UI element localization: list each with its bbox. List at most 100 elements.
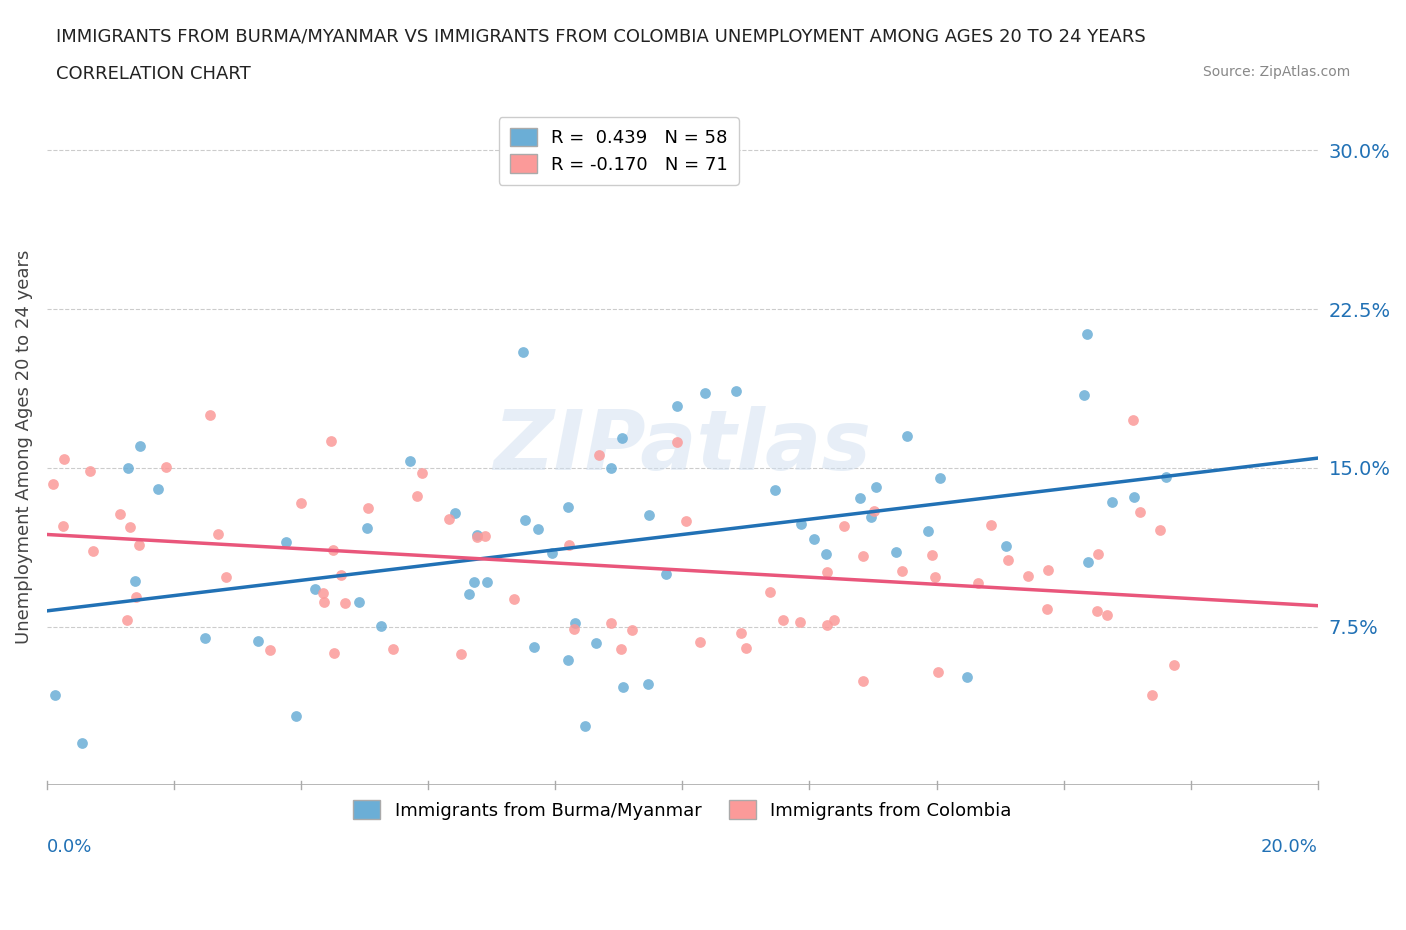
Point xyxy=(980,518,1002,533)
Point xyxy=(1036,602,1059,617)
Point xyxy=(558,538,581,552)
Point xyxy=(503,591,526,606)
Point xyxy=(290,496,312,511)
Text: CORRELATION CHART: CORRELATION CHART xyxy=(56,65,252,83)
Point xyxy=(588,448,610,463)
Point xyxy=(763,482,786,497)
Point xyxy=(120,520,142,535)
Point xyxy=(610,431,633,445)
Point xyxy=(852,673,875,688)
Point xyxy=(284,709,307,724)
Point xyxy=(689,634,711,649)
Point xyxy=(1038,563,1060,578)
Point xyxy=(865,479,887,494)
Point xyxy=(666,398,689,413)
Point xyxy=(730,626,752,641)
Point xyxy=(148,482,170,497)
Point xyxy=(437,512,460,526)
Point xyxy=(921,548,943,563)
Point xyxy=(79,463,101,478)
Point xyxy=(1129,504,1152,519)
Point xyxy=(997,552,1019,567)
Point xyxy=(600,460,623,475)
Point xyxy=(637,677,659,692)
Point xyxy=(125,590,148,604)
Point xyxy=(693,385,716,400)
Point xyxy=(347,594,370,609)
Text: IMMIGRANTS FROM BURMA/MYANMAR VS IMMIGRANTS FROM COLOMBIA UNEMPLOYMENT AMONG AGE: IMMIGRANTS FROM BURMA/MYANMAR VS IMMIGRA… xyxy=(56,28,1146,46)
Point xyxy=(333,595,356,610)
Point xyxy=(574,719,596,734)
Point xyxy=(474,528,496,543)
Point xyxy=(129,438,152,453)
Point xyxy=(312,585,335,600)
Point xyxy=(832,519,855,534)
Point xyxy=(557,500,579,515)
Point xyxy=(443,506,465,521)
Point xyxy=(52,452,75,467)
Point xyxy=(896,429,918,444)
Point xyxy=(621,623,644,638)
Point xyxy=(612,680,634,695)
Point xyxy=(1122,413,1144,428)
Point xyxy=(399,454,422,469)
Point xyxy=(52,519,75,534)
Point xyxy=(790,516,813,531)
Point xyxy=(1123,489,1146,504)
Point xyxy=(124,573,146,588)
Point xyxy=(276,535,298,550)
Point xyxy=(512,344,534,359)
Point xyxy=(128,538,150,552)
Point xyxy=(823,613,845,628)
Point xyxy=(956,670,979,684)
Point xyxy=(927,664,949,679)
Point xyxy=(207,526,229,541)
Point xyxy=(411,465,433,480)
Point xyxy=(1076,326,1098,341)
Point xyxy=(198,407,221,422)
Point xyxy=(815,565,838,579)
Point xyxy=(1149,523,1171,538)
Point xyxy=(675,514,697,529)
Point xyxy=(655,566,678,581)
Point xyxy=(381,642,404,657)
Point xyxy=(259,643,281,658)
Point xyxy=(304,582,326,597)
Point xyxy=(1163,658,1185,672)
Point xyxy=(330,567,353,582)
Point xyxy=(1085,604,1108,618)
Point xyxy=(467,529,489,544)
Point xyxy=(194,631,217,645)
Point xyxy=(215,569,238,584)
Point xyxy=(475,575,498,590)
Point xyxy=(458,587,481,602)
Point xyxy=(322,543,344,558)
Text: 20.0%: 20.0% xyxy=(1261,838,1317,857)
Point xyxy=(465,527,488,542)
Point xyxy=(1140,687,1163,702)
Point xyxy=(82,544,104,559)
Point xyxy=(891,564,914,578)
Point xyxy=(155,459,177,474)
Point xyxy=(610,642,633,657)
Point xyxy=(1101,495,1123,510)
Point xyxy=(405,488,427,503)
Point xyxy=(323,645,346,660)
Point xyxy=(995,538,1018,553)
Point xyxy=(815,618,838,632)
Point xyxy=(562,622,585,637)
Point xyxy=(541,545,564,560)
Point xyxy=(1077,554,1099,569)
Point xyxy=(356,521,378,536)
Text: 0.0%: 0.0% xyxy=(46,838,93,857)
Point xyxy=(108,507,131,522)
Point xyxy=(863,503,886,518)
Point xyxy=(117,460,139,475)
Point xyxy=(44,688,66,703)
Point xyxy=(789,615,811,630)
Point xyxy=(1017,568,1039,583)
Point xyxy=(637,508,659,523)
Point xyxy=(924,570,946,585)
Point xyxy=(70,736,93,751)
Point xyxy=(735,640,758,655)
